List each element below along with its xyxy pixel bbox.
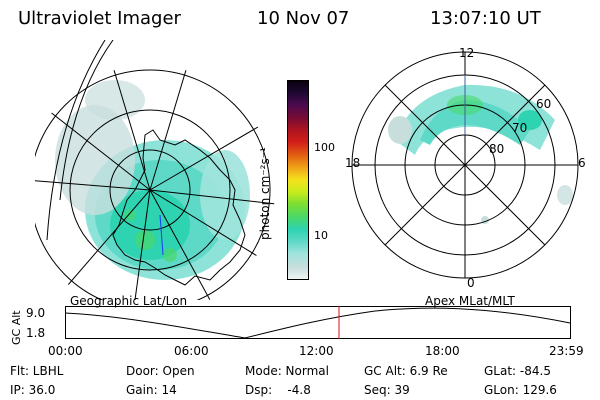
altitude-ytick-9: 9.0 [26,306,46,320]
mlt-label-6: 6 [578,156,586,170]
mlat-label-70: 70 [512,121,528,135]
mlat-label-60: 60 [536,97,552,111]
colorbar-tick-100: 100 [314,141,335,154]
altitude-xtick-0000: 00:00 [48,344,83,358]
gc-alt-info: GC Alt: 6.9 Re [364,364,448,378]
altitude-xtick-0600: 06:00 [174,344,209,358]
glat-info: GLat: -84.5 [484,364,551,378]
mode-info: Mode: Normal [245,364,329,378]
time-label: 13:07:10 UT [430,8,541,29]
date-label: 10 Nov 07 [257,8,350,29]
apex-caption: Apex MLat/MLT [425,294,515,308]
altitude-curve [65,307,571,339]
door-info: Door: Open [126,364,195,378]
mlt-label-12: 12 [459,46,475,60]
altitude-xtick-1200: 12:00 [299,344,334,358]
mlat-mlt-polar-plot [351,51,579,279]
altitude-ylabel: GC Alt [10,310,23,345]
polar-emission-field [388,84,573,224]
altitude-ytick-1-8: 1.8 [26,326,46,340]
mlat-label-80: 80 [489,142,505,156]
colorbar-tick-10: 10 [314,229,328,242]
emission-field [55,80,250,280]
altitude-xtick-1800: 18:00 [425,344,460,358]
colorbar [287,80,309,280]
gain-info: Gain: 14 [126,383,177,397]
glon-info: GLon: 129.6 [484,383,557,397]
geographic-map [35,40,275,300]
mlt-label-18: 18 [345,156,361,170]
coastline [112,129,246,286]
mlt-label-0: 0 [467,276,475,290]
instrument-title: Ultraviolet Imager [18,8,181,29]
seq-info: Seq: 39 [364,383,410,397]
dsp-info: Dsp: -4.8 [245,383,311,397]
geographic-caption: Geographic Lat/Lon [70,294,188,308]
altitude-plot [65,306,571,339]
filter-info: Flt: LBHL [10,364,64,378]
colorbar-label: photon cm⁻²s⁻¹ [258,147,272,240]
altitude-xtick-2359: 23:59 [549,344,584,358]
ip-info: IP: 36.0 [10,383,56,397]
